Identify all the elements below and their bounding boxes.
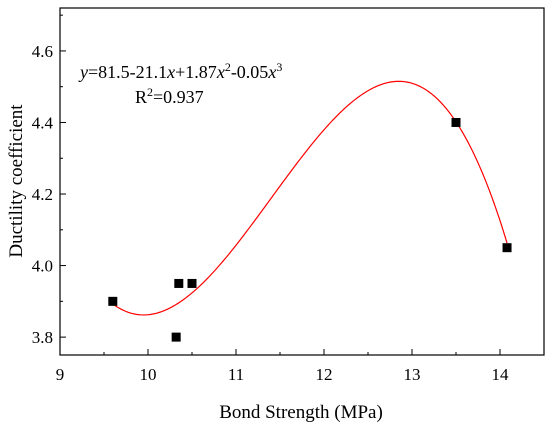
y-tick-label: 4.4 <box>32 113 54 132</box>
eq-exp3: 3 <box>276 60 282 74</box>
eq-minus: -0.05 <box>231 62 269 82</box>
axis-ticks <box>59 14 501 355</box>
eq-x1: x <box>166 62 175 82</box>
eq-start: =81.5-21.1 <box>88 62 167 82</box>
data-points <box>108 117 512 342</box>
data-point <box>174 278 184 288</box>
eq-exp2: 2 <box>225 60 231 74</box>
r2-r: R <box>135 87 147 107</box>
x-tick-label: 11 <box>228 365 244 384</box>
data-point <box>502 243 512 253</box>
plot-frame <box>59 7 545 356</box>
tick-labels: 9 10 11 12 13 14 3.8 4.0 4.2 4.4 4.6 <box>32 42 509 384</box>
eq-x2: x <box>216 62 225 82</box>
data-point <box>171 332 181 342</box>
eq-plus: +1.87 <box>175 62 217 82</box>
fit-curve <box>112 80 508 316</box>
x-tick-label: 9 <box>56 365 65 384</box>
r2-exp: 2 <box>147 85 153 99</box>
r2-annotation: R2=0.937 <box>135 85 204 107</box>
y-tick-label: 4.2 <box>32 185 53 204</box>
eq-x3: x <box>267 62 276 82</box>
y-axis-title: Ductility coefficient <box>6 104 27 258</box>
x-tick-label: 13 <box>404 365 421 384</box>
y-tick-label: 4.6 <box>32 42 53 61</box>
data-point <box>187 278 197 288</box>
x-tick-label: 14 <box>492 365 510 384</box>
equation-annotation: y=81.5-21.1x+1.87x2-0.05x3 <box>78 60 282 82</box>
data-point <box>108 296 118 306</box>
y-tick-label: 3.8 <box>32 328 53 347</box>
x-axis-title: Bond Strength (MPa) <box>219 402 383 423</box>
eq-y: y <box>78 62 88 82</box>
x-tick-label: 12 <box>316 365 333 384</box>
data-point <box>451 117 461 127</box>
x-tick-label: 10 <box>140 365 157 384</box>
y-tick-label: 4.0 <box>32 257 53 276</box>
r2-value: =0.937 <box>153 87 204 107</box>
